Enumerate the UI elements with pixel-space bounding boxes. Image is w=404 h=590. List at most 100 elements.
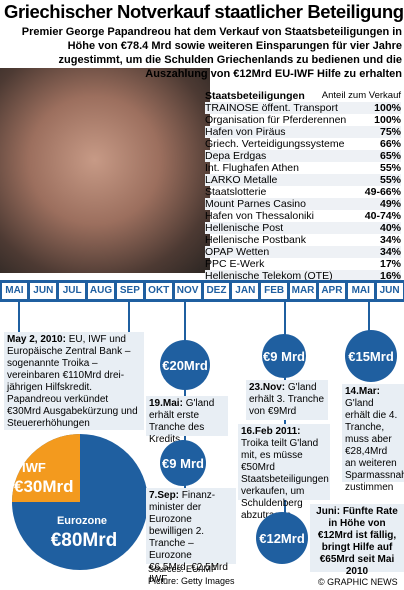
month: OKT xyxy=(145,283,172,299)
holding-name: PPC E-Werk xyxy=(205,258,265,270)
holding-name: Depa Erdgas xyxy=(205,150,267,162)
event-text: Troika teilt G'land mit, es müsse €50Mrd… xyxy=(241,438,329,521)
connector xyxy=(284,302,286,542)
holding-share: 100% xyxy=(374,102,401,114)
holding-name: OPAP Wetten xyxy=(205,246,270,258)
table-row: Hafen von Thessaloniki 40-74% xyxy=(205,210,401,222)
event-date: 16.Feb 2011: xyxy=(241,426,301,437)
holdings-table: Staatsbeteiligungen Anteil zum Verkauf TR… xyxy=(205,90,401,282)
holding-share: 66% xyxy=(379,138,401,150)
holding-name: Hellenische Post xyxy=(205,222,284,234)
pie-amount: €80Mrd xyxy=(51,530,118,551)
holding-share: 34% xyxy=(379,246,401,258)
holding-share: 49-66% xyxy=(364,186,401,198)
event-box: 14.Mar: G'land erhält die 4. Tranche, mu… xyxy=(342,384,404,493)
holding-share: 17% xyxy=(379,258,401,270)
table-row: Hellenische Postbank 34% xyxy=(205,234,401,246)
month: AUG xyxy=(88,283,114,299)
table-row: Hellenische Post 40% xyxy=(205,222,401,234)
event-text: EU, IWF und Europäische Zentral Bank – s… xyxy=(7,334,138,429)
event-date: 7.Sep: xyxy=(149,490,180,501)
event-box: 7.Sep: Finanz-minister der Eurozone bewi… xyxy=(146,488,236,585)
month: MAI xyxy=(1,283,28,299)
table-row: LARKO Metalle 55% xyxy=(205,174,401,186)
amount-circle: €20Mrd xyxy=(160,340,210,390)
month: FEB xyxy=(261,283,288,299)
title: Griechischer Notverkauf staatlicher Bete… xyxy=(4,1,404,22)
month: JUN xyxy=(376,283,403,299)
table-row: TRAINOSE öffent. Transport 100% xyxy=(205,102,401,114)
holding-name: Organisation für Pferderennen xyxy=(205,114,347,126)
holding-share: 34% xyxy=(379,234,401,246)
event-box: 16.Feb 2011: Troika teilt G'land mit, es… xyxy=(238,424,330,521)
table-row: Hellenische Telekom (OTE) 16% xyxy=(205,270,401,282)
table-column: Anteil zum Verkauf xyxy=(321,90,401,101)
holding-share: 49% xyxy=(379,198,401,210)
table-row: Depa Erdgas 65% xyxy=(205,150,401,162)
event-text: G'land erhält 3. Tranche von €9Mrd xyxy=(249,382,325,417)
connector xyxy=(128,302,130,332)
event-text: Finanz-minister der Eurozone bewilligen … xyxy=(149,490,228,585)
event-date: 23.Nov: xyxy=(249,382,286,393)
amount-circle: €9 Mrd xyxy=(262,334,306,378)
table-row: Organisation für Pferderennen 100% xyxy=(205,114,401,126)
table-row: Griech. Verteidigungssysteme 66% xyxy=(205,138,401,150)
month: JUN xyxy=(30,283,57,299)
event-box: Juni: Fünfte Rate in Höhe von €12Mrd ist… xyxy=(310,504,404,577)
event-date: 14.Mar: xyxy=(345,386,381,397)
holding-share: 75% xyxy=(379,126,401,138)
event-date: Juni: xyxy=(316,506,341,517)
table-row: Int. Flughafen Athen 55% xyxy=(205,162,401,174)
holding-share: 65% xyxy=(379,150,401,162)
holding-share: 16% xyxy=(379,270,401,282)
photo xyxy=(0,68,210,273)
table-row: Staatslotterie 49-66% xyxy=(205,186,401,198)
month: APR xyxy=(318,283,345,299)
event-text: Fünfte Rate in Höhe von €12Mrd ist fälli… xyxy=(317,506,398,577)
holding-share: 100% xyxy=(374,114,401,126)
month: JAN xyxy=(232,283,259,299)
table-row: Hafen von Piräus 75% xyxy=(205,126,401,138)
holding-share: 55% xyxy=(379,174,401,186)
sources: Sources: EU/IMF xyxy=(148,564,217,574)
holding-name: LARKO Metalle xyxy=(205,174,278,186)
event-date: May 2, 2010: xyxy=(7,334,66,345)
event-box: 19.Mai: G'land erhält erste Tranche des … xyxy=(146,396,228,445)
holding-name: TRAINOSE öffent. Transport xyxy=(205,102,338,114)
month: SEP xyxy=(116,283,143,299)
pie-iwf xyxy=(12,434,80,502)
month: JUL xyxy=(59,283,86,299)
subtitle: Premier George Papandreou hat dem Verkau… xyxy=(21,26,402,80)
pie-label: IWF xyxy=(22,460,46,475)
event-box: May 2, 2010: EU, IWF und Europäische Zen… xyxy=(4,332,144,430)
holding-name: Griech. Verteidigungssysteme xyxy=(205,138,345,150)
amount-circle: €15Mrd xyxy=(345,330,397,382)
table-row: OPAP Wetten 34% xyxy=(205,246,401,258)
pie-amount: €30Mrd xyxy=(14,477,74,496)
timeline-strip: MAI JUN JUL AUG SEP OKT NOV DEZ JAN FEB MAR APR MAI J… xyxy=(0,280,404,302)
amount-circle: €12Mrd xyxy=(256,512,308,564)
holding-share: 40-74% xyxy=(364,210,401,222)
table-rows: TRAINOSE öffent. Transport 100% Organisati… xyxy=(205,102,401,282)
holding-name: Hellenische Telekom (OTE) xyxy=(205,270,333,282)
connector xyxy=(18,302,20,332)
connector xyxy=(368,302,370,342)
pie: IWF €30Mrd Eurozone €80Mrd xyxy=(12,434,148,570)
pie-label: Eurozone xyxy=(57,515,107,527)
holding-name: Hafen von Thessaloniki xyxy=(205,210,314,222)
event-text: G'land erhält die 4. Tranche, muss aber … xyxy=(345,398,404,493)
table-header: Staatsbeteiligungen Anteil zum Verkauf xyxy=(205,90,401,102)
amount-circle: €9 Mrd xyxy=(160,440,206,486)
month: MAI xyxy=(347,283,374,299)
event-text: G'land erhält erste Tranche des Kredits xyxy=(149,398,215,445)
holding-name: Hafen von Piräus xyxy=(205,126,286,138)
table-row: PPC E-Werk 17% xyxy=(205,258,401,270)
holding-name: Hellenische Postbank xyxy=(205,234,306,246)
holding-name: Int. Flughafen Athen xyxy=(205,162,299,174)
month: NOV xyxy=(174,283,201,299)
holding-share: 55% xyxy=(379,162,401,174)
event-date: 19.Mai: xyxy=(149,398,183,409)
credit: © GRAPHIC NEWS xyxy=(318,577,398,587)
event-box: 23.Nov: G'land erhält 3. Tranche von €9M… xyxy=(246,380,328,420)
